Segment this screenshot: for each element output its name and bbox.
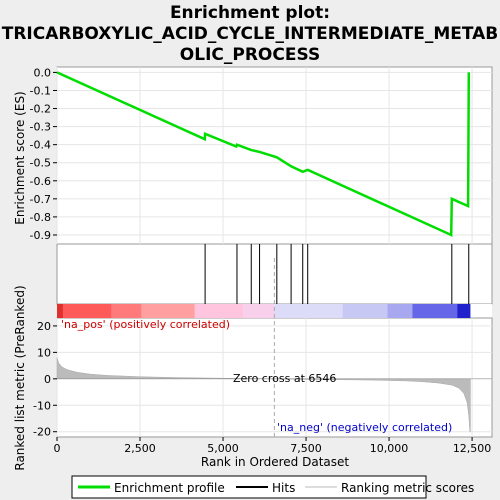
ranked-y-tick-label: 0: [44, 373, 51, 386]
pos-correlated-label: 'na_pos' (positively correlated): [61, 318, 230, 331]
es-y-tick-label: 0.0: [34, 66, 52, 79]
colorbar-segment: [274, 304, 343, 318]
x-tick-label: 5,000: [207, 442, 239, 455]
x-ticks: 0 2,500 5,000 7,500 10,000 12,500: [54, 437, 492, 455]
x-tick-label: 7,500: [290, 442, 322, 455]
es-y-tick-label: -0.8: [30, 211, 51, 224]
es-y-axis-label: Enrichment score (ES): [13, 91, 27, 224]
colorbar-segment: [194, 304, 243, 318]
colorbar-segment: [242, 304, 275, 318]
x-tick-label: 10,000: [370, 442, 409, 455]
es-y-tick-label: -0.2: [30, 103, 51, 116]
title-line-3: OLIC_PROCESS: [180, 45, 320, 65]
es-y-tick-label: -0.5: [30, 157, 51, 170]
colorbar-segment: [412, 304, 458, 318]
x-axis-label: Rank in Ordered Dataset: [201, 455, 349, 469]
colorbar-segment: [342, 304, 388, 318]
es-y-tick-label: -0.6: [30, 175, 51, 188]
es-grid: [56, 67, 492, 244]
es-y-tick-label: -0.7: [30, 193, 51, 206]
colorbar-segment: [457, 304, 471, 318]
ranking-metric-area: [56, 357, 471, 432]
neg-correlated-label: 'na_neg' (negatively correlated): [277, 421, 452, 434]
es-y-tick-label: -0.4: [30, 139, 51, 152]
ranked-y-tick-label: 20: [37, 320, 51, 333]
colorbar-segment: [141, 304, 195, 318]
title-line-2: TRICARBOXYLIC_ACID_CYCLE_INTERMEDIATE_ME…: [2, 24, 499, 44]
x-tick-label: 2,500: [124, 442, 156, 455]
es-y-tick-label: -0.3: [30, 121, 51, 134]
es-y-tick-label: -0.1: [30, 84, 51, 97]
x-tick-label: 0: [54, 442, 61, 455]
colorbar-segment: [387, 304, 413, 318]
es-y-tick-label: -0.9: [30, 229, 51, 242]
ranked-y-tick-label: 10: [37, 346, 51, 359]
es-line-layer: [56, 71, 471, 237]
colorbar-segment: [57, 304, 63, 318]
ranked-y-tick-label: -20: [33, 426, 51, 439]
es-y-ticks: 0.0 -0.1 -0.2 -0.3 -0.4 -0.5 -0.6 -0.7 -0.8 -0.9: [30, 66, 57, 242]
x-tick-label: 12,500: [453, 442, 492, 455]
legend: Enrichment profile Hits Ranking metric s…: [71, 475, 474, 499]
title-line-1: Enrichment plot:: [170, 3, 330, 23]
colorbar-layer: [57, 304, 471, 318]
zero-cross-label: Zero cross at 6546: [233, 372, 336, 385]
legend-label-ranking: Ranking metric scores: [341, 481, 474, 495]
enrichment-profile-line: [56, 71, 471, 237]
ranked-y-axis-label: Ranked list metric (PreRanked): [13, 285, 27, 470]
ranked-layer: [56, 258, 492, 437]
legend-label-enrichment: Enrichment profile: [114, 481, 225, 495]
hits-layer: [204, 244, 470, 304]
colorbar-segment: [111, 304, 142, 318]
legend-label-hits: Hits: [272, 481, 295, 495]
ranked-y-ticks: 20 10 0 -10 -20: [33, 320, 57, 439]
chart-title: Enrichment plot: TRICARBOXYLIC_ACID_CYCL…: [2, 3, 499, 65]
colorbar-segment: [62, 304, 112, 318]
ranked-y-tick-label: -10: [33, 399, 51, 412]
